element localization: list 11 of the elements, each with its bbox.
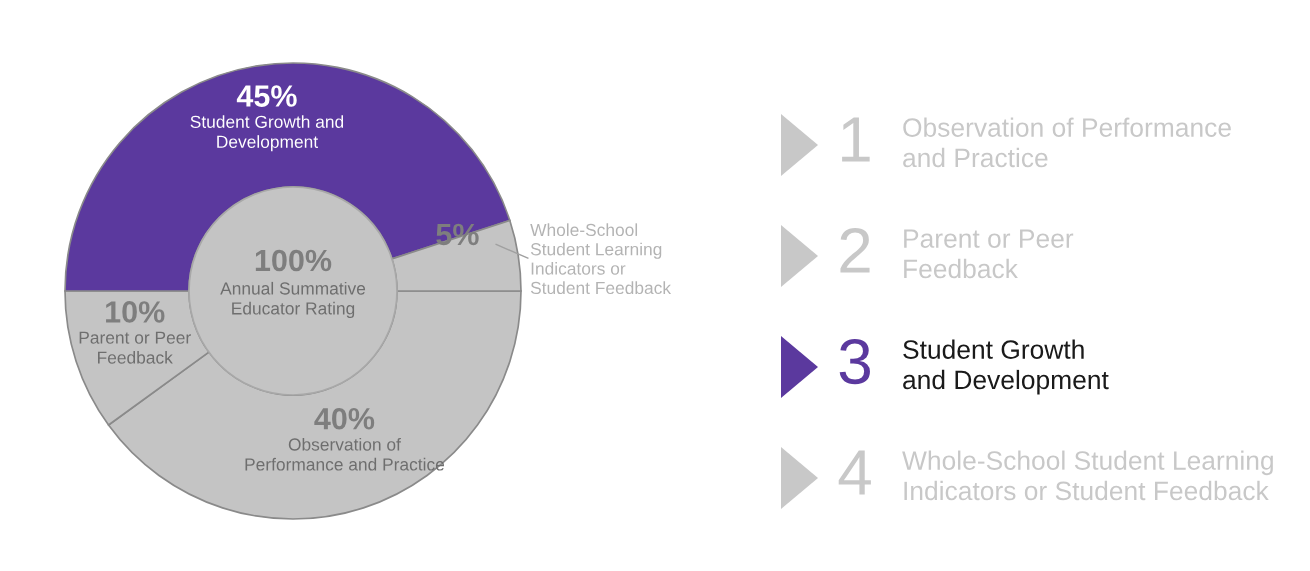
data-label: 45% [236,85,297,107]
text: 100% [255,249,332,272]
slice-label: Student Growth and Development [190,115,344,152]
category-label: Student Growth and Development [903,339,1109,395]
slice-label: Parent or Peer Feedback [79,331,191,364]
data-label: 10% [106,301,165,323]
slice-label: Whole-School Student Learning Indicators or Student Feedback [530,223,672,295]
text: Annual Summative Educator Rating [220,281,366,319]
data-label: 40% [314,407,375,430]
slice-label: Observation of Performance and Practice [245,437,445,471]
text: 3 [839,338,870,385]
